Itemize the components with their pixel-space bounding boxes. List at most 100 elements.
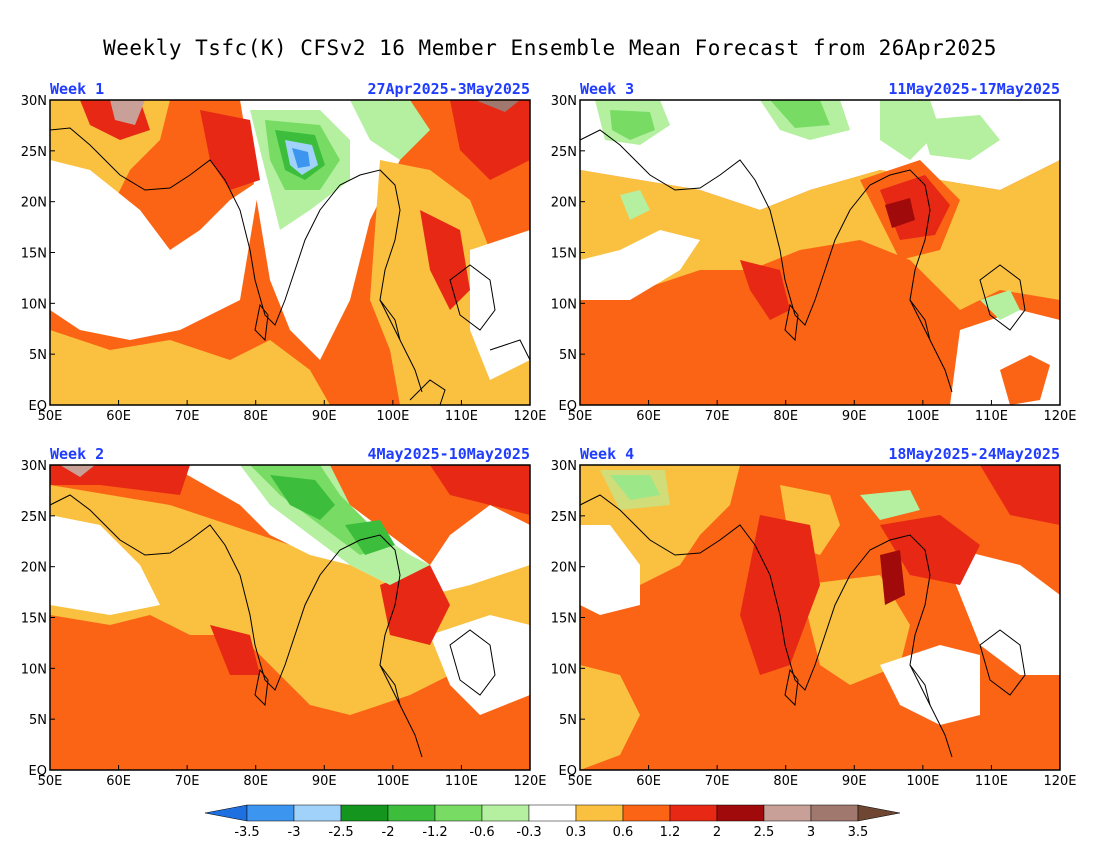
x-tick-label: 110E	[445, 409, 478, 424]
x-tick-label: 90E	[842, 774, 867, 789]
y-tick-label: 20N	[551, 561, 577, 576]
y-tick-label: 5N	[29, 348, 47, 363]
x-tick-label: 100E	[906, 409, 939, 424]
panel-week-label: Week 3	[580, 80, 635, 98]
y-tick-label: 20N	[551, 196, 577, 211]
panel-week-3: Week 3 11May2025-17May2025	[579, 80, 1061, 406]
map-week-3	[579, 99, 1061, 406]
panel-week-2: Week 2 4May2025-10May2025	[49, 445, 531, 771]
y-tick-label: 20N	[21, 561, 47, 576]
colorbar-swatch	[528, 804, 577, 822]
colorbar-label: 0.6	[613, 825, 634, 840]
colorbar-swatch	[810, 804, 859, 822]
y-tick-label: 25N	[21, 510, 47, 525]
colorbar-arrow-right	[857, 804, 901, 822]
colorbar-label: 3.5	[848, 825, 869, 840]
y-tick-label: 30N	[21, 94, 47, 109]
colorbar-label: -3.5	[234, 825, 259, 840]
x-tick-label: 110E	[975, 409, 1008, 424]
x-tick-label: 60E	[636, 774, 661, 789]
colorbar-swatch	[716, 804, 765, 822]
colorbar-label: 3	[807, 825, 815, 840]
y-tick-label: 10N	[21, 297, 47, 312]
x-tick-label: 50E	[568, 409, 593, 424]
x-tick-label: 100E	[376, 409, 409, 424]
colorbar-swatch	[340, 804, 389, 822]
x-tick-label: 70E	[175, 774, 200, 789]
colorbar-label: -2	[382, 825, 395, 840]
x-tick-label: 100E	[376, 774, 409, 789]
x-tick-label: 70E	[705, 774, 730, 789]
x-tick-label: 110E	[445, 774, 478, 789]
y-tick-label: 15N	[551, 612, 577, 627]
panel-week-1: Week 1 27Apr2025-3May2025	[49, 80, 531, 406]
x-tick-label: 120E	[513, 409, 546, 424]
panel-week-4: Week 4 18May2025-24May2025	[579, 445, 1061, 771]
colorbar-swatch	[434, 804, 483, 822]
y-tick-label: 25N	[551, 510, 577, 525]
y-tick-label: EQ	[559, 764, 577, 779]
x-tick-label: 80E	[773, 774, 798, 789]
y-tick-label: 30N	[21, 459, 47, 474]
colorbar-label: 1.2	[660, 825, 681, 840]
panel-date-range: 18May2025-24May2025	[888, 445, 1060, 463]
x-tick-label: 80E	[243, 409, 268, 424]
x-tick-label: 120E	[1043, 774, 1076, 789]
y-tick-label: 5N	[559, 713, 577, 728]
colorbar-label: 2	[713, 825, 721, 840]
y-tick-label: 10N	[551, 297, 577, 312]
x-tick-label: 70E	[175, 409, 200, 424]
x-tick-label: 110E	[975, 774, 1008, 789]
y-tick-label: 15N	[551, 247, 577, 262]
colorbar-swatch	[293, 804, 342, 822]
colorbar-swatch	[387, 804, 436, 822]
map-week-4	[579, 464, 1061, 771]
panel-week-label: Week 2	[50, 445, 105, 463]
colorbar-swatch	[763, 804, 812, 822]
panel-week-label: Week 1	[50, 80, 105, 98]
colorbar-label: -0.6	[469, 825, 494, 840]
colorbar-label: -2.5	[328, 825, 353, 840]
y-tick-label: 25N	[21, 145, 47, 160]
y-tick-label: 30N	[551, 94, 577, 109]
x-tick-label: 60E	[106, 774, 131, 789]
y-tick-label: 5N	[29, 713, 47, 728]
map-week-1	[49, 99, 531, 406]
colorbar-swatch	[575, 804, 624, 822]
colorbar-swatch	[481, 804, 530, 822]
x-tick-label: 100E	[906, 774, 939, 789]
x-tick-label: 90E	[312, 774, 337, 789]
x-tick-label: 120E	[1043, 409, 1076, 424]
x-tick-label: 50E	[38, 774, 63, 789]
colorbar-label: 2.5	[754, 825, 775, 840]
panel-date-range: 27Apr2025-3May2025	[367, 80, 530, 98]
colorbar-label: -3	[288, 825, 301, 840]
colorbar-swatch	[246, 804, 295, 822]
y-tick-label: 10N	[551, 662, 577, 677]
x-tick-label: 50E	[568, 774, 593, 789]
x-tick-label: 80E	[773, 409, 798, 424]
y-tick-label: EQ	[29, 399, 47, 414]
colorbar-label: -1.2	[422, 825, 447, 840]
y-tick-label: EQ	[29, 764, 47, 779]
colorbar: -3.5 -3 -2.5 -2 -1.2 -0.6 -0.3 0.3 0.6 1.2 2 2.5 3 3.…	[205, 804, 901, 840]
y-tick-label: 15N	[21, 247, 47, 262]
colorbar-swatch	[669, 804, 718, 822]
x-tick-label: 60E	[106, 409, 131, 424]
y-tick-label: 25N	[551, 145, 577, 160]
panel-date-range: 11May2025-17May2025	[888, 80, 1060, 98]
x-tick-label: 60E	[636, 409, 661, 424]
x-tick-label: 90E	[312, 409, 337, 424]
y-tick-label: 15N	[21, 612, 47, 627]
x-tick-label: 120E	[513, 774, 546, 789]
panel-date-range: 4May2025-10May2025	[367, 445, 530, 463]
map-week-2	[49, 464, 531, 771]
y-tick-label: 10N	[21, 662, 47, 677]
colorbar-swatch	[622, 804, 671, 822]
panel-week-label: Week 4	[580, 445, 635, 463]
x-tick-label: 50E	[38, 409, 63, 424]
y-tick-label: 30N	[551, 459, 577, 474]
x-tick-label: 80E	[243, 774, 268, 789]
colorbar-arrow-left	[205, 804, 248, 822]
y-tick-label: 20N	[21, 196, 47, 211]
